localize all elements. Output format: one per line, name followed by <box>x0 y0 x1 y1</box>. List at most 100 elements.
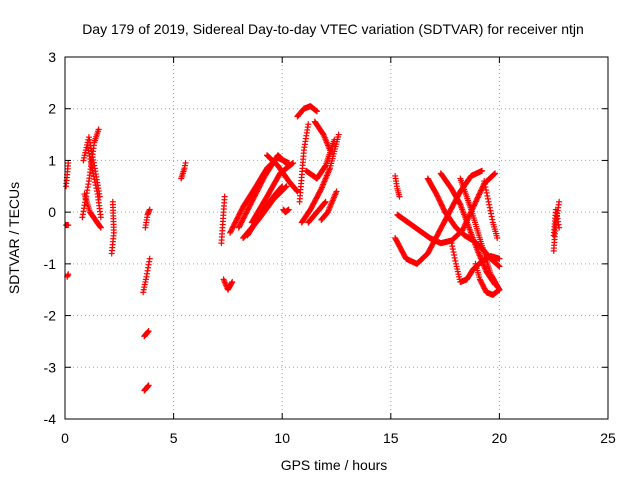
data-point <box>322 163 329 170</box>
data-point <box>228 280 235 287</box>
data-point <box>65 160 72 167</box>
data-point <box>89 167 96 174</box>
data-point <box>290 160 297 167</box>
x-tick-label: 5 <box>170 430 178 446</box>
data-point <box>471 201 478 208</box>
data-point <box>486 201 493 208</box>
x-axis-label: GPS time / hours <box>281 457 388 473</box>
data-point <box>487 207 494 214</box>
data-point <box>485 198 492 205</box>
data-point <box>91 176 98 183</box>
data-point <box>93 188 100 195</box>
data-point <box>478 187 485 194</box>
data-points <box>63 103 563 394</box>
data-point <box>293 187 300 194</box>
y-tick-label: 0 <box>48 204 56 220</box>
data-point <box>479 184 486 191</box>
y-tick-label: 2 <box>48 101 56 117</box>
data-point <box>483 186 490 193</box>
data-point <box>496 255 503 262</box>
data-point <box>396 193 403 200</box>
data-point <box>474 194 481 201</box>
data-point <box>279 183 286 190</box>
data-point <box>478 186 485 193</box>
data-point <box>313 108 320 115</box>
data-point <box>92 182 99 189</box>
data-point <box>489 216 496 223</box>
data-point <box>278 184 285 191</box>
chart-title: Day 179 of 2019, Sidereal Day-to-day VTE… <box>82 21 584 37</box>
x-tick-label: 15 <box>383 430 399 446</box>
data-point <box>333 188 340 195</box>
data-point <box>322 198 329 205</box>
data-point <box>86 150 93 157</box>
data-point <box>182 160 189 167</box>
data-point <box>89 164 96 171</box>
data-point <box>488 213 495 220</box>
data-point <box>451 254 458 261</box>
y-tick-label: 3 <box>48 49 56 65</box>
data-point <box>475 193 482 200</box>
data-point <box>87 155 94 162</box>
data-point <box>460 224 467 231</box>
data-point <box>484 192 491 199</box>
data-point <box>449 246 456 253</box>
data-point <box>488 210 495 217</box>
data-point <box>322 199 329 206</box>
y-tick-label: -3 <box>44 359 57 375</box>
data-point <box>491 170 498 177</box>
data-point <box>326 147 333 154</box>
data-point <box>474 195 481 202</box>
data-point <box>335 131 342 138</box>
data-point <box>492 170 499 177</box>
data-point <box>90 173 97 180</box>
y-tick-label: -2 <box>44 308 57 324</box>
data-point <box>486 204 493 211</box>
data-point <box>479 167 486 174</box>
x-tick-label: 20 <box>492 430 508 446</box>
data-point <box>65 222 72 229</box>
data-point <box>490 171 497 178</box>
data-point <box>556 224 563 231</box>
data-point <box>221 193 228 200</box>
data-point <box>229 278 236 285</box>
data-point <box>97 223 104 230</box>
y-tick-label: -4 <box>44 411 57 427</box>
data-point <box>449 243 456 250</box>
data-point <box>145 382 152 389</box>
data-point <box>556 198 563 205</box>
data-point <box>294 188 301 195</box>
data-point <box>97 224 104 231</box>
data-point <box>484 195 491 202</box>
data-point <box>317 187 324 194</box>
data-point <box>494 235 501 241</box>
data-point <box>476 191 483 198</box>
data-point <box>482 184 489 191</box>
data-point <box>481 178 488 185</box>
data-point <box>305 121 312 128</box>
data-point <box>88 161 95 168</box>
data-point <box>448 240 455 247</box>
x-tick-label: 25 <box>600 430 616 446</box>
data-point <box>496 263 503 270</box>
data-point <box>456 200 463 207</box>
data-point <box>450 249 457 256</box>
data-point <box>93 185 100 192</box>
data-point <box>86 153 93 160</box>
data-point <box>92 179 99 186</box>
data-point <box>285 206 292 213</box>
data-point <box>466 212 473 219</box>
data-point <box>496 286 503 293</box>
grid <box>65 57 608 419</box>
plot-frame <box>64 56 609 420</box>
data-point <box>452 257 459 264</box>
data-point <box>331 136 338 143</box>
data-point <box>84 144 91 151</box>
data-point <box>483 189 490 196</box>
data-point <box>85 147 92 154</box>
x-tick-label: 10 <box>274 430 290 446</box>
y-axis-label: SDTVAR / TECUs <box>6 182 22 294</box>
data-point <box>109 198 116 205</box>
x-tick-label: 0 <box>61 430 69 446</box>
